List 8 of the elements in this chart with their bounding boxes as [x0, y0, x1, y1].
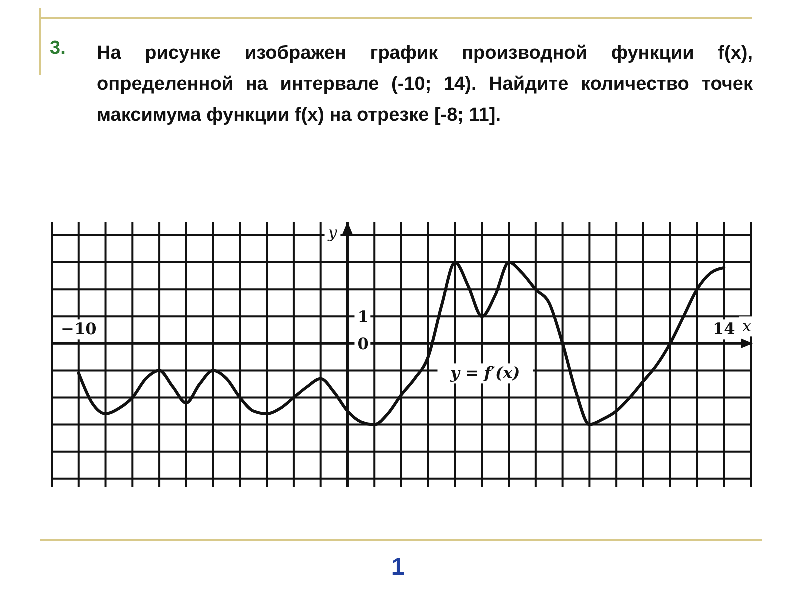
y-axis-title: y [327, 223, 338, 242]
chart-title: 3. На рисунке изображен график производной функции f(x), определенной на интервале (-10; 14). Найдите количество точек максимума функции f(x) на отрезке [-8; 11]. [50, 38, 753, 126]
text: 1 [391, 554, 405, 581]
y-tick-label: 0 [358, 334, 369, 354]
x-axis-title: x [742, 316, 752, 336]
x-tick-label: −10 [61, 320, 97, 339]
x-tick-label: 14 [712, 320, 736, 339]
annotation: y = f′(x) [450, 364, 520, 383]
